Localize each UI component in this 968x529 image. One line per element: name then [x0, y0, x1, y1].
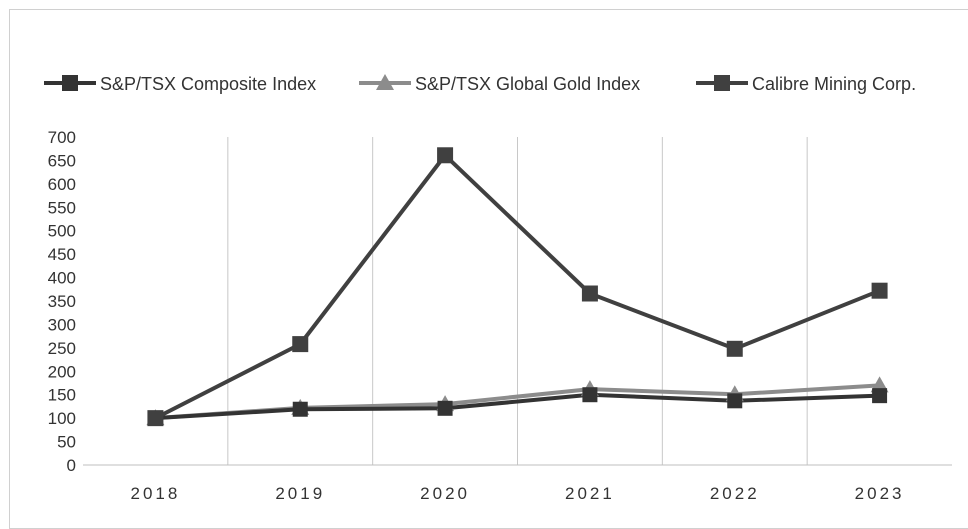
y-tick-label: 650 [48, 151, 76, 170]
y-tick-label: 300 [48, 315, 76, 334]
legend-label-calibre: Calibre Mining Corp. [752, 74, 916, 94]
series-line-0 [155, 392, 880, 421]
y-tick-label: 200 [48, 362, 76, 381]
y-tick-label: 100 [48, 409, 76, 428]
x-tick-label: 2021 [565, 484, 615, 503]
y-tick-label: 250 [48, 339, 76, 358]
x-tick-label: 2020 [420, 484, 470, 503]
x-tick-label: 2022 [710, 484, 760, 503]
legend-marker-calibre [714, 75, 730, 91]
data-point-0 [727, 393, 743, 409]
x-tick-label: 2018 [131, 484, 181, 503]
data-point-2 [292, 336, 309, 353]
line-chart: S&P/TSX Composite Index S&P/TSX Global G… [44, 74, 952, 503]
y-tick-label: 400 [48, 269, 76, 288]
y-tick-label: 500 [48, 222, 76, 241]
y-tick-label: 600 [48, 175, 76, 194]
y-tick-label: 0 [67, 456, 76, 475]
data-point-2 [871, 282, 888, 299]
data-point-0 [582, 387, 598, 403]
plot-area: 0 50 100 150 200 250 300 350 400 450 500 550 600 650 7… [48, 128, 952, 503]
y-tick-label: 50 [57, 433, 76, 452]
data-point-0 [437, 400, 453, 416]
x-tick-label: 2023 [855, 484, 905, 503]
y-tick-label: 450 [48, 245, 76, 264]
y-tick-label: 700 [48, 128, 76, 147]
data-point-2 [147, 410, 164, 427]
chart-frame [9, 9, 968, 529]
x-tick-label: 2019 [275, 484, 325, 503]
legend-marker-gold [376, 74, 394, 90]
data-point-0 [292, 401, 308, 417]
data-point-0 [872, 388, 888, 404]
data-point-2 [726, 340, 743, 357]
data-point-2 [581, 285, 598, 302]
legend: S&P/TSX Composite Index S&P/TSX Global G… [44, 74, 916, 94]
legend-label-gold: S&P/TSX Global Gold Index [415, 74, 640, 94]
y-tick-label: 150 [48, 386, 76, 405]
legend-marker-composite [62, 75, 78, 91]
series-line-2 [154, 153, 881, 420]
y-tick-label: 350 [48, 292, 76, 311]
legend-label-composite: S&P/TSX Composite Index [100, 74, 316, 94]
data-point-2 [437, 147, 454, 164]
y-tick-label: 550 [48, 198, 76, 217]
